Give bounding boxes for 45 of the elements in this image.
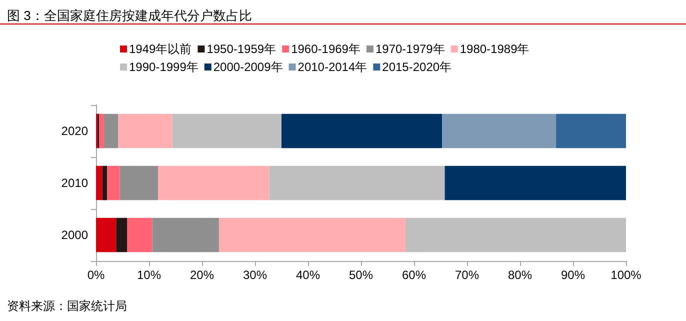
- y-tick-label: 2010: [61, 176, 88, 190]
- bar: [107, 166, 120, 200]
- legend-label: 2000-2009年: [213, 60, 283, 74]
- x-tick-label: 20%: [190, 268, 214, 282]
- legend-label: 1949年以前: [129, 42, 192, 56]
- legend-label: 2015-2020年: [382, 60, 452, 74]
- x-tick-label: 80%: [508, 268, 532, 282]
- bar: [96, 166, 102, 200]
- bar: [116, 218, 128, 252]
- bar: [218, 218, 406, 252]
- legend-label: 1950-1959年: [206, 42, 276, 56]
- x-tick-label: 100%: [610, 268, 642, 282]
- bar: [127, 218, 152, 252]
- text: 资料来源：国家统计局: [7, 299, 127, 313]
- y-tick-label: 2000: [61, 228, 88, 242]
- x-tick-label: 60%: [402, 268, 426, 282]
- bar: [442, 114, 556, 148]
- x-tick-label: 50%: [348, 268, 374, 282]
- bar: [444, 166, 626, 200]
- bar: [118, 114, 172, 148]
- bar: [120, 166, 158, 200]
- legend-label: 1980-1989年: [460, 42, 530, 56]
- x-tick-label: 40%: [296, 268, 320, 282]
- x-tick-label: 70%: [454, 268, 480, 282]
- x-tick-label: 10%: [136, 268, 162, 282]
- bar: [556, 114, 626, 148]
- x-tick-label: 30%: [242, 268, 268, 282]
- bar: [99, 114, 104, 148]
- bar: [104, 114, 118, 148]
- chart-title: 图 3：全国家庭住房按建成年代分户数占比: [7, 8, 252, 23]
- legend-label: 1970-1979年: [375, 42, 445, 56]
- bar: [406, 218, 626, 252]
- legend-label: 1960-1969年: [291, 42, 360, 56]
- x-tick-label: 90%: [560, 268, 586, 282]
- bar: [269, 166, 445, 200]
- bar: [152, 218, 219, 252]
- legend-label: 1990-1999年: [129, 60, 198, 74]
- bar: [158, 166, 270, 200]
- legend-label: 2010-2014年: [298, 60, 368, 74]
- bar: [96, 218, 116, 252]
- y-tick-label: 2020: [61, 124, 88, 138]
- bar: [282, 114, 442, 148]
- bar: [172, 114, 282, 148]
- bar: [102, 166, 108, 200]
- x-tick-label: 0%: [87, 268, 105, 282]
